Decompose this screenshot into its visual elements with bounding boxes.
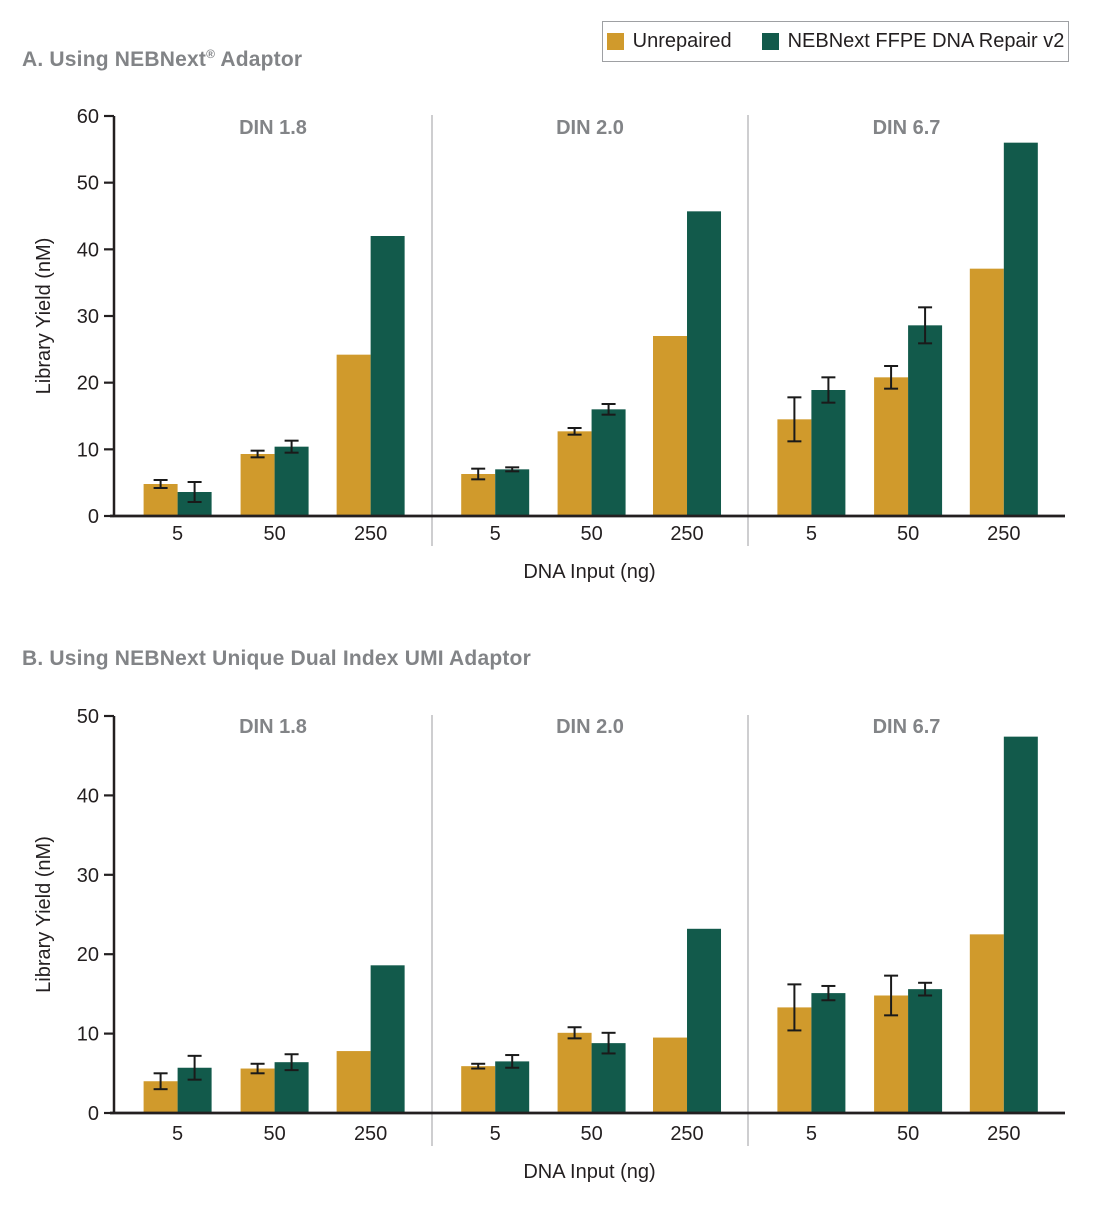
x-tick-label: 50 [263, 523, 285, 545]
legend: Unrepaired NEBNext FFPE DNA Repair v2 [602, 21, 1069, 62]
y-tick-label: 30 [77, 306, 99, 328]
legend-swatch-unrepaired [606, 33, 624, 50]
x-tick-label: 50 [263, 1123, 285, 1145]
bar-repaired [495, 469, 530, 516]
panel-b-title: B. Using NEBNext Unique Dual Index UMI A… [22, 646, 531, 671]
bar-repaired [1003, 142, 1038, 516]
bar-unrepaired [461, 1066, 496, 1113]
bar-unrepaired [336, 1051, 371, 1113]
y-tick-label: 50 [77, 173, 99, 195]
panel-a-title-suffix: Adaptor [215, 48, 303, 71]
bar-repaired [370, 965, 405, 1113]
panel-b-chart: DIN 1.8 5 50 250 DIN 2.0 5 50 250 DIN 6.7 5 50 250 0… [33, 706, 1065, 1183]
din-group-label: DIN 2.0 [556, 716, 624, 738]
bar-repaired [908, 989, 943, 1113]
y-tick-label: 30 [77, 865, 99, 887]
y-tick-label: 10 [77, 1024, 99, 1046]
bar-repaired [811, 390, 846, 516]
x-tick-label: 5 [490, 523, 501, 545]
panel-b-title-text: B. Using NEBNext Unique Dual Index UMI A… [22, 647, 531, 670]
x-tick-label: 5 [172, 1123, 183, 1145]
bar-repaired [687, 928, 722, 1113]
bar-unrepaired [653, 1037, 688, 1113]
bar-unrepaired [240, 454, 275, 516]
legend-item-unrepaired: Unrepaired [606, 30, 732, 53]
panel-a-title-text: A. Using NEBNext [22, 48, 207, 71]
legend-swatch-repaired [761, 33, 779, 50]
x-tick-label: 250 [670, 1123, 703, 1145]
bar-unrepaired [874, 377, 909, 516]
legend-label-unrepaired: Unrepaired [632, 30, 732, 52]
bar-unrepaired [969, 268, 1004, 516]
bar-unrepaired [653, 336, 688, 516]
din-group-label: DIN 1.8 [239, 716, 307, 738]
y-tick-label: 40 [77, 785, 99, 807]
y-tick-label: 40 [77, 239, 99, 261]
x-tick-label: 250 [987, 523, 1020, 545]
legend-label-repaired: NEBNext FFPE DNA Repair v2 [787, 30, 1065, 52]
x-tick-label: 250 [987, 1123, 1020, 1145]
bar-repaired [1003, 736, 1038, 1113]
din-group-label: DIN 6.7 [873, 716, 941, 738]
x-tick-label: 50 [580, 523, 602, 545]
bar-unrepaired [461, 474, 496, 516]
din-group-label: DIN 2.0 [556, 117, 624, 139]
bar-repaired [370, 236, 405, 516]
x-tick-label: 250 [354, 523, 387, 545]
y-tick-label: 20 [77, 944, 99, 966]
bar-repaired [908, 325, 943, 516]
y-axis-label: Library Yield (nM) [33, 836, 55, 993]
bar-repaired [495, 1061, 530, 1113]
bar-unrepaired [969, 934, 1004, 1113]
x-tick-label: 250 [354, 1123, 387, 1145]
registered-trademark-symbol: ® [206, 47, 216, 61]
y-tick-label: 50 [77, 706, 99, 728]
bar-repaired [274, 446, 309, 516]
din-group-label: DIN 6.7 [873, 117, 941, 139]
y-tick-label: 60 [77, 106, 99, 128]
y-tick-label: 0 [88, 506, 99, 528]
panel-a-title: A. Using NEBNext® Adaptor [22, 47, 302, 72]
bar-unrepaired [336, 354, 371, 516]
x-tick-label: 5 [490, 1123, 501, 1145]
legend-item-repaired: NEBNext FFPE DNA Repair v2 [761, 30, 1065, 53]
y-axis-label: Library Yield (nM) [33, 238, 55, 395]
x-tick-label: 50 [897, 1123, 919, 1145]
bar-repaired [591, 1043, 626, 1113]
y-tick-label: 20 [77, 373, 99, 395]
x-axis-label: DNA Input (ng) [523, 561, 655, 583]
bar-repaired [811, 993, 846, 1113]
x-axis-label: DNA Input (ng) [523, 1161, 655, 1183]
din-group-label: DIN 1.8 [239, 117, 307, 139]
x-tick-label: 5 [172, 523, 183, 545]
bar-repaired [591, 409, 626, 516]
x-tick-label: 50 [580, 1123, 602, 1145]
x-tick-label: 5 [806, 1123, 817, 1145]
x-tick-label: 50 [897, 523, 919, 545]
bar-unrepaired [143, 484, 178, 516]
bar-repaired [687, 211, 722, 517]
panel-a-chart: DIN 1.8 5 50 250 DIN 2.0 5 50 250 DIN 6.7 5 50 250 0… [33, 106, 1065, 583]
x-tick-label: 5 [806, 523, 817, 545]
y-tick-label: 0 [88, 1103, 99, 1125]
bar-unrepaired [557, 1032, 592, 1113]
y-tick-label: 10 [77, 439, 99, 461]
bar-unrepaired [557, 431, 592, 516]
bar-unrepaired [240, 1068, 275, 1113]
x-tick-label: 250 [670, 523, 703, 545]
